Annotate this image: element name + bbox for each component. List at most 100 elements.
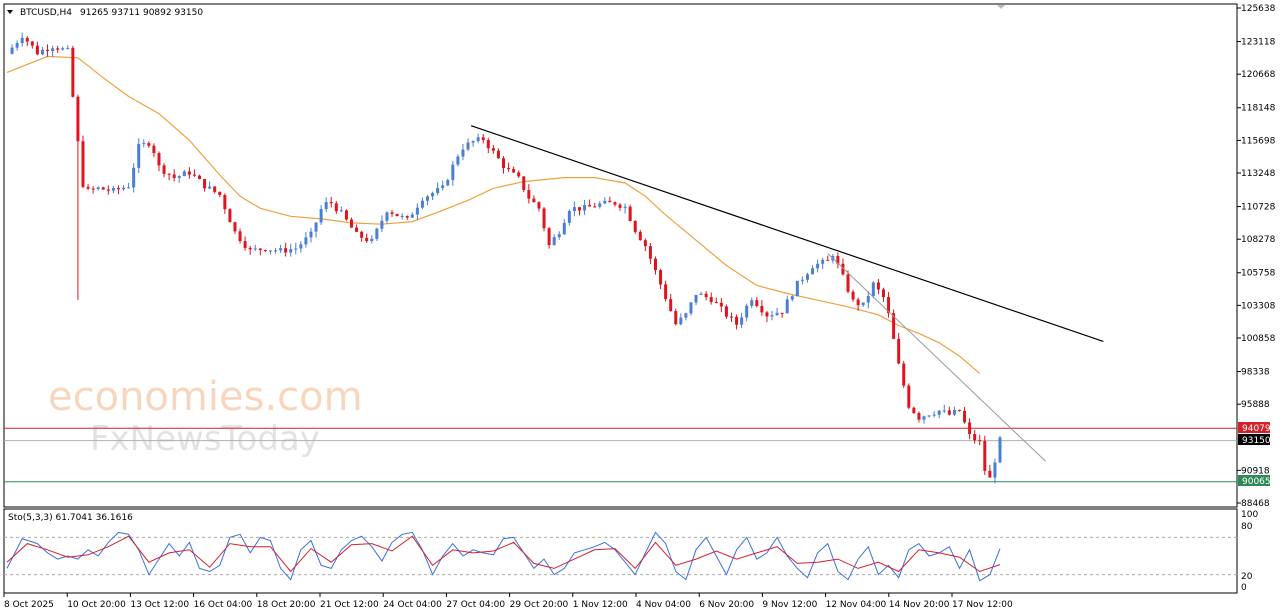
- candle-body-bear: [395, 213, 399, 217]
- watermark-brand-secondary: FxNewsToday: [90, 419, 320, 459]
- candle-body-bear: [390, 212, 394, 214]
- candle-body-bear: [851, 291, 855, 300]
- candle-body-bull: [998, 437, 1002, 463]
- candle-body-bear: [405, 215, 409, 218]
- candle-body-bear: [983, 440, 987, 471]
- price-axis: 125638 123118 120668 118148 115698 113248 1107…: [1237, 4, 1276, 509]
- candle-body-bear: [755, 300, 759, 306]
- candle-body-bear: [35, 45, 39, 55]
- candle-body-bull: [583, 204, 587, 211]
- candle-body-bear: [198, 175, 202, 179]
- candle-body-bull: [268, 250, 272, 252]
- candle-body-bull: [557, 234, 561, 238]
- price-tick-label: 90918: [1241, 466, 1270, 476]
- stoch-tick-80: 80: [1241, 522, 1253, 532]
- candle-body-bear: [897, 338, 901, 364]
- candle-body-bear: [355, 227, 359, 232]
- candle-body-bull: [562, 222, 566, 235]
- candle-body-bear: [613, 202, 617, 205]
- price-tick-label: 108278: [1241, 235, 1276, 245]
- candle-body-bear: [223, 195, 227, 210]
- candle-body-bear: [653, 258, 657, 271]
- candle-body-bull: [410, 214, 414, 218]
- candle-body-bull: [370, 238, 374, 242]
- candle-body-bear: [917, 413, 921, 420]
- candle-body-bull: [385, 212, 389, 221]
- candle-body-bear: [537, 202, 541, 209]
- price-levels: [4, 427, 1237, 483]
- candle-body-bear: [263, 250, 267, 252]
- candle-body-bear: [512, 169, 516, 173]
- candle-body-bear: [496, 150, 500, 159]
- candle-body-bear: [765, 312, 769, 317]
- candle-body-bear: [593, 206, 597, 208]
- candle-body-bear: [187, 171, 191, 175]
- candle-body-bull: [339, 210, 343, 212]
- candle-body-bull: [922, 416, 926, 420]
- candle-body-bull: [304, 237, 308, 245]
- candle-body-bull: [471, 141, 475, 143]
- candle-body-bull: [299, 244, 303, 249]
- candle-body-bull: [811, 268, 815, 275]
- candle-body-bear: [973, 434, 977, 441]
- ohlc-values: 91265 93711 90892 93150: [80, 8, 203, 18]
- current-price-label: 93150: [1242, 436, 1271, 446]
- time-axis: 8 Oct 2025 10 Oct 20:00 13 Oct 12:00 16 Oct…: [3, 593, 1013, 610]
- trendlines[interactable]: [470, 125, 1104, 462]
- price-tick-label: 88468: [1241, 499, 1270, 509]
- candle-body-bull: [816, 263, 820, 269]
- stochastic-label: Sto(5,3,3) 61.7041 36.1616: [8, 513, 133, 523]
- shift-marker-icon[interactable]: [997, 5, 1005, 9]
- candle-body-bear: [334, 203, 338, 212]
- candle-body-bull: [294, 248, 298, 250]
- time-tick-label: 18 Oct 20:00: [257, 600, 316, 610]
- candle-body-bull: [952, 409, 956, 415]
- candle-body-bear: [988, 470, 992, 478]
- candle-body-bear: [588, 204, 592, 207]
- candle-body-bear: [669, 299, 673, 312]
- symbol-menu-arrow-icon[interactable]: [7, 10, 13, 14]
- candle-body-bear: [957, 409, 961, 411]
- time-tick-label: 21 Oct 12:00: [320, 600, 379, 610]
- candle-body-bull: [446, 179, 450, 186]
- candle-body-bull: [567, 211, 571, 223]
- candle-body-bear: [213, 186, 217, 192]
- candle-body-bear: [780, 312, 784, 314]
- candle-body-bear: [81, 141, 85, 187]
- price-tick-label: 113248: [1241, 169, 1276, 179]
- candle-body-bear: [248, 247, 252, 250]
- candle-body-bull: [441, 185, 445, 189]
- candle-body-bear: [481, 137, 485, 141]
- candle-body-bear: [542, 208, 546, 229]
- candle-body-bear: [243, 241, 247, 248]
- candle-body-bull: [775, 312, 779, 316]
- candle-body-bear: [91, 188, 95, 190]
- candle-body-bull: [861, 302, 865, 306]
- candle-body-bear: [659, 270, 663, 285]
- time-tick-label: 8 Oct 2025: [4, 600, 54, 610]
- price-tick-label: 103308: [1241, 301, 1276, 311]
- price-tick-label: 100858: [1241, 334, 1276, 344]
- candle-body-bull: [20, 37, 24, 44]
- candle-body-bull: [132, 167, 136, 188]
- candle-body-bull: [623, 206, 627, 208]
- candle-body-bear: [724, 306, 728, 317]
- candle-body-bear: [86, 186, 90, 189]
- candle-body-bull: [182, 171, 186, 177]
- candle-body-bull: [324, 202, 328, 210]
- candle-body-bear: [507, 168, 511, 170]
- candle-body-bull: [598, 203, 602, 207]
- price-tick-label: 115698: [1241, 136, 1276, 146]
- candle-body-bear: [101, 187, 105, 190]
- candle-body-bull: [309, 231, 313, 238]
- candle-body-bear: [547, 228, 551, 246]
- candle-body-bull: [375, 228, 379, 239]
- candle-body-bear: [664, 284, 668, 300]
- short-descending-trendline: [827, 253, 1046, 462]
- candle-body-bear: [192, 174, 196, 176]
- candle-body-bear: [238, 231, 242, 242]
- candle-body-bull: [552, 237, 556, 246]
- time-tick-label: 9 Nov 12:00: [762, 600, 817, 610]
- candle-body-bear: [963, 410, 967, 423]
